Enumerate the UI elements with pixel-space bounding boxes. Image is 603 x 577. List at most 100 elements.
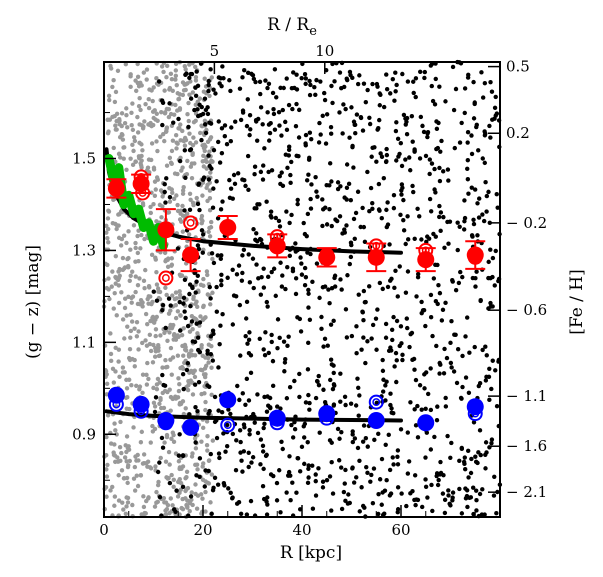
black-point: [160, 100, 166, 105]
data-point-filled: [367, 248, 385, 266]
gray-point: [166, 449, 172, 455]
black-point: [455, 220, 460, 225]
black-point: [317, 120, 322, 126]
data-point-filled: [182, 418, 200, 436]
data-point-open: [133, 403, 149, 419]
gray-point: [133, 274, 138, 279]
black-point: [267, 138, 272, 143]
black-point: [213, 91, 218, 96]
black-point: [361, 423, 367, 428]
black-point: [233, 119, 238, 124]
black-point: [219, 83, 224, 89]
gray-point: [144, 77, 149, 82]
black-point: [384, 478, 389, 483]
data-point-open-inner: [186, 218, 195, 227]
black-point: [261, 347, 266, 352]
gray-point: [132, 326, 137, 331]
gray-point: [180, 507, 186, 512]
black-point: [329, 508, 334, 513]
gray-point: [173, 396, 179, 401]
black-point: [398, 427, 404, 432]
gray-point: [171, 432, 176, 438]
black-point: [284, 490, 289, 495]
gray-point: [112, 290, 117, 296]
black-point: [314, 261, 320, 266]
black-point: [460, 274, 465, 280]
gray-point: [118, 419, 123, 425]
black-point: [254, 138, 260, 143]
black-point: [237, 428, 243, 433]
black-point: [316, 466, 321, 471]
black-point: [306, 287, 311, 293]
gray-point: [127, 346, 133, 352]
black-point: [419, 299, 424, 305]
black-point: [193, 440, 198, 445]
black-point: [361, 288, 367, 294]
gray-point: [208, 225, 214, 230]
black-point: [384, 146, 389, 152]
black-point: [275, 346, 280, 351]
gray-point: [130, 356, 135, 362]
gray-point: [142, 119, 147, 124]
gray-point: [113, 89, 119, 95]
gray-point: [186, 382, 191, 388]
black-point: [218, 256, 223, 262]
gray-point: [167, 155, 173, 161]
black-point: [428, 209, 434, 214]
black-point: [302, 461, 307, 467]
black-point: [156, 79, 162, 84]
black-point: [322, 90, 327, 96]
black-point: [214, 284, 219, 290]
black-point: [313, 493, 319, 498]
gray-point: [152, 354, 158, 359]
black-point: [416, 271, 421, 277]
gray-point: [120, 500, 125, 505]
black-point: [356, 385, 361, 391]
gray-point: [106, 93, 112, 99]
gray-point: [181, 326, 186, 331]
gray-point: [130, 127, 136, 133]
data-point-open: [158, 415, 174, 431]
black-point: [167, 480, 173, 486]
gray-point: [131, 476, 137, 481]
gray-point: [174, 193, 179, 198]
black-point: [244, 316, 249, 321]
gray-point: [201, 276, 206, 282]
black-point: [392, 285, 397, 291]
right-tick-label: − 0.2: [506, 214, 547, 232]
black-point: [160, 308, 165, 313]
black-point: [369, 154, 374, 159]
gray-point: [156, 345, 161, 350]
black-point: [385, 222, 391, 227]
black-point: [283, 119, 288, 125]
black-point: [411, 189, 416, 195]
gray-point: [208, 170, 213, 175]
black-point: [313, 174, 318, 180]
black-point: [288, 172, 293, 178]
gray-point: [203, 363, 209, 369]
gray-point: [189, 490, 194, 495]
black-point: [360, 439, 366, 444]
black-point: [390, 337, 395, 343]
gray-point: [205, 139, 211, 144]
black-point: [180, 372, 186, 377]
gray-point: [135, 250, 141, 256]
black-point: [397, 151, 402, 157]
black-point: [243, 402, 248, 408]
gray-point: [126, 463, 131, 468]
gray-point: [113, 123, 118, 128]
black-point: [297, 371, 302, 377]
gray-point: [189, 348, 194, 353]
data-point-open-inner: [421, 418, 430, 427]
gray-point: [124, 106, 129, 111]
black-point: [214, 179, 219, 184]
gray-point: [128, 72, 133, 77]
black-point: [266, 81, 272, 86]
black-point: [328, 124, 334, 130]
black-point: [279, 133, 284, 138]
gray-point: [207, 188, 213, 193]
black-point: [432, 166, 437, 172]
black-point: [377, 477, 383, 482]
black-point: [454, 380, 460, 386]
black-point: [270, 90, 276, 96]
